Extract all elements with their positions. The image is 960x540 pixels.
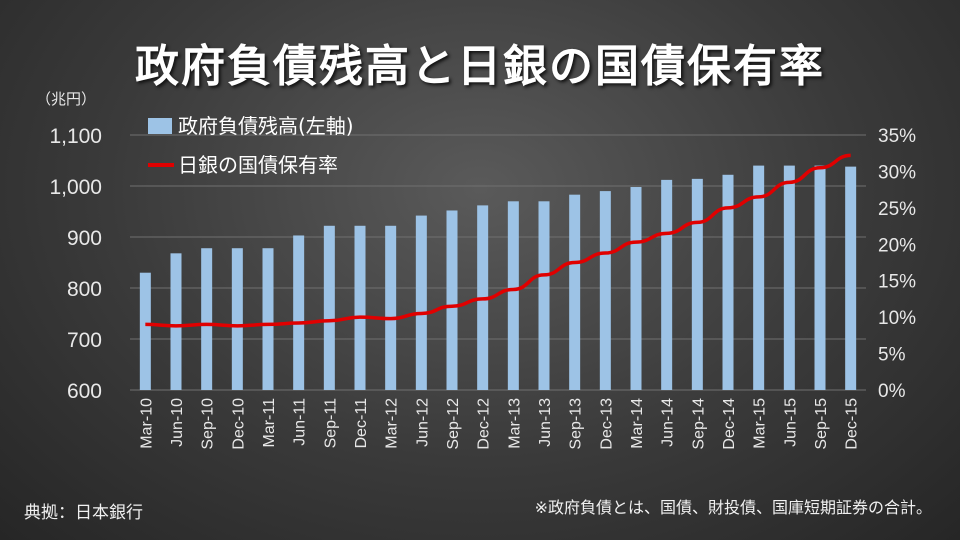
bar: [783, 165, 795, 390]
x-axis-tick-label: Dec-13: [598, 398, 615, 450]
bar: [630, 187, 642, 390]
bar: [415, 215, 427, 390]
bar: [323, 225, 335, 390]
right-axis-tick-label: 10%: [878, 308, 916, 329]
bar: [661, 179, 673, 390]
right-axis-tick-label: 35%: [878, 126, 916, 147]
bar: [139, 272, 151, 390]
x-axis-tick-label: Sep-11: [322, 398, 339, 449]
bar: [354, 225, 366, 390]
line-series: [145, 153, 851, 328]
holding-rate-line: [145, 153, 851, 328]
x-axis-tick-label: Jun-10: [169, 398, 186, 447]
x-axis-tick-label: Jun-12: [414, 398, 431, 447]
x-axis-ticks: Mar-10 Jun-10 Sep-10 Dec-10 Mar-11 Jun-11 Sep-…: [138, 398, 860, 450]
bar: [722, 174, 734, 390]
right-axis-tick-label: 20%: [878, 235, 916, 256]
x-axis-tick-label: Mar-15: [752, 398, 769, 449]
x-axis-tick-label: Dec-14: [721, 398, 738, 450]
x-axis-tick-label: Sep-10: [200, 398, 217, 450]
left-axis-tick-label: 700: [67, 329, 102, 352]
bar: [385, 225, 397, 390]
left-axis-unit: （兆円）: [36, 90, 97, 108]
x-axis-tick-label: Sep-13: [568, 398, 585, 450]
x-axis-tick-label: Dec-15: [844, 398, 861, 450]
footnote: ※政府負債とは、国債、財投債、国庫短期証券の合計。: [534, 498, 932, 517]
legend-bar-swatch: [148, 118, 172, 134]
x-axis-tick-label: Mar-11: [261, 398, 278, 448]
x-axis-tick-label: Sep-14: [690, 398, 707, 450]
bar-series: [139, 165, 857, 390]
left-axis-tick-label: 600: [67, 380, 102, 403]
bar: [507, 201, 519, 390]
x-axis-tick-label: Mar-12: [384, 398, 401, 449]
x-axis-tick-label: Jun-13: [537, 398, 554, 447]
bar: [691, 178, 703, 390]
right-axis-tick-label: 25%: [878, 199, 916, 220]
bar: [201, 248, 213, 390]
left-axis-ticks: 600 700 800 900 1,000 1,100: [49, 125, 102, 403]
right-axis-ticks: 0% 5% 10% 15% 20% 25% 30% 35%: [878, 126, 916, 402]
legend: 政府負債残高(左軸) 日銀の国債保有率: [148, 114, 354, 177]
right-axis-tick-label: 0%: [878, 381, 906, 402]
bar: [262, 248, 274, 390]
right-axis-tick-label: 5%: [878, 345, 906, 366]
bar: [293, 235, 305, 390]
bar: [753, 165, 765, 390]
left-axis-tick-label: 1,100: [49, 125, 102, 148]
legend-line-label: 日銀の国債保有率: [178, 153, 338, 177]
bar: [845, 166, 857, 390]
bar: [446, 210, 458, 390]
x-axis-tick-label: Mar-13: [506, 398, 523, 449]
bar: [538, 201, 550, 390]
legend-bar-label: 政府負債残高(左軸): [178, 114, 354, 138]
x-axis-tick-label: Dec-10: [230, 398, 247, 450]
bar: [231, 248, 243, 390]
bar: [599, 191, 611, 390]
right-axis-tick-label: 30%: [878, 162, 916, 183]
x-axis-tick-label: Sep-12: [445, 398, 462, 450]
bar: [170, 253, 182, 390]
x-axis-tick-label: Mar-14: [629, 398, 646, 449]
x-axis-tick-label: Dec-11: [353, 398, 370, 448]
source-note: 典拠：日本銀行: [24, 503, 143, 523]
left-axis-tick-label: 900: [67, 227, 102, 250]
x-axis-tick-label: Sep-15: [813, 398, 830, 450]
right-axis-tick-label: 15%: [878, 272, 916, 293]
x-axis-tick-label: Jun-14: [660, 398, 677, 447]
left-axis-tick-label: 800: [67, 278, 102, 301]
x-axis-tick-label: Mar-10: [138, 398, 155, 449]
left-axis-tick-label: 1,000: [49, 176, 102, 199]
x-axis-tick-label: Dec-12: [476, 398, 493, 450]
gridlines: [130, 134, 866, 391]
x-axis-tick-label: Jun-15: [782, 398, 799, 447]
chart-title: 政府負債残高と日銀の国債保有率: [135, 41, 825, 92]
bar: [814, 165, 826, 390]
bar: [569, 194, 581, 390]
x-axis-tick-label: Jun-11: [292, 398, 309, 446]
